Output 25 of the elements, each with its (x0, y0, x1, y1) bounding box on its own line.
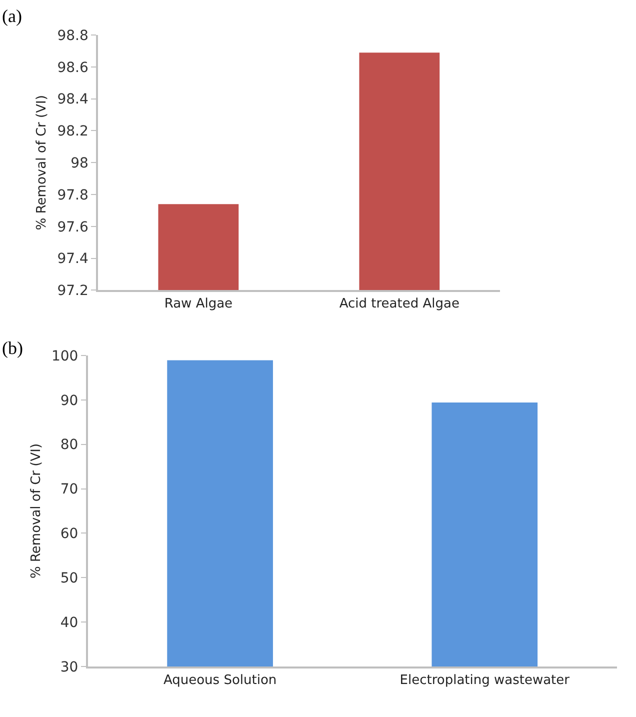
y-tick-label: 98.4 (57, 92, 88, 108)
x-tick-label: Raw Algae (164, 296, 233, 312)
y-tick-label: 97.4 (57, 251, 88, 268)
x-tick-label: Acid treated Algae (339, 296, 460, 312)
y-tick-label: 50 (60, 570, 78, 587)
y-axis-title: % Removal of Cr (VI) (34, 95, 50, 230)
y-tick-label: 80 (60, 437, 78, 454)
y-tick-label: 100 (51, 348, 78, 364)
x-tick-label: Aqueous Solution (163, 672, 277, 688)
y-tick-label: 90 (60, 392, 78, 409)
y-tick-label: 97.2 (57, 283, 88, 300)
y-tick-label: 30 (60, 660, 78, 676)
y-tick-label: 98.8 (57, 28, 88, 44)
y-tick-label: 98.6 (57, 60, 88, 76)
chart-title: (a) (2, 6, 22, 26)
x-tick-label: Electroplating wastewater (400, 672, 570, 688)
y-tick-label: 97.6 (57, 219, 88, 236)
chart-title: (b) (2, 338, 23, 358)
y-tick-label: 60 (60, 526, 78, 542)
y-axis-title: % Removal of Cr (VI) (28, 443, 44, 579)
y-tick-label: 97.8 (57, 187, 88, 204)
y-tick-label: 70 (60, 482, 78, 498)
y-tick-label: 40 (60, 615, 78, 632)
y-tick-label: 98 (70, 156, 88, 172)
y-tick-label: 98.2 (57, 124, 88, 140)
